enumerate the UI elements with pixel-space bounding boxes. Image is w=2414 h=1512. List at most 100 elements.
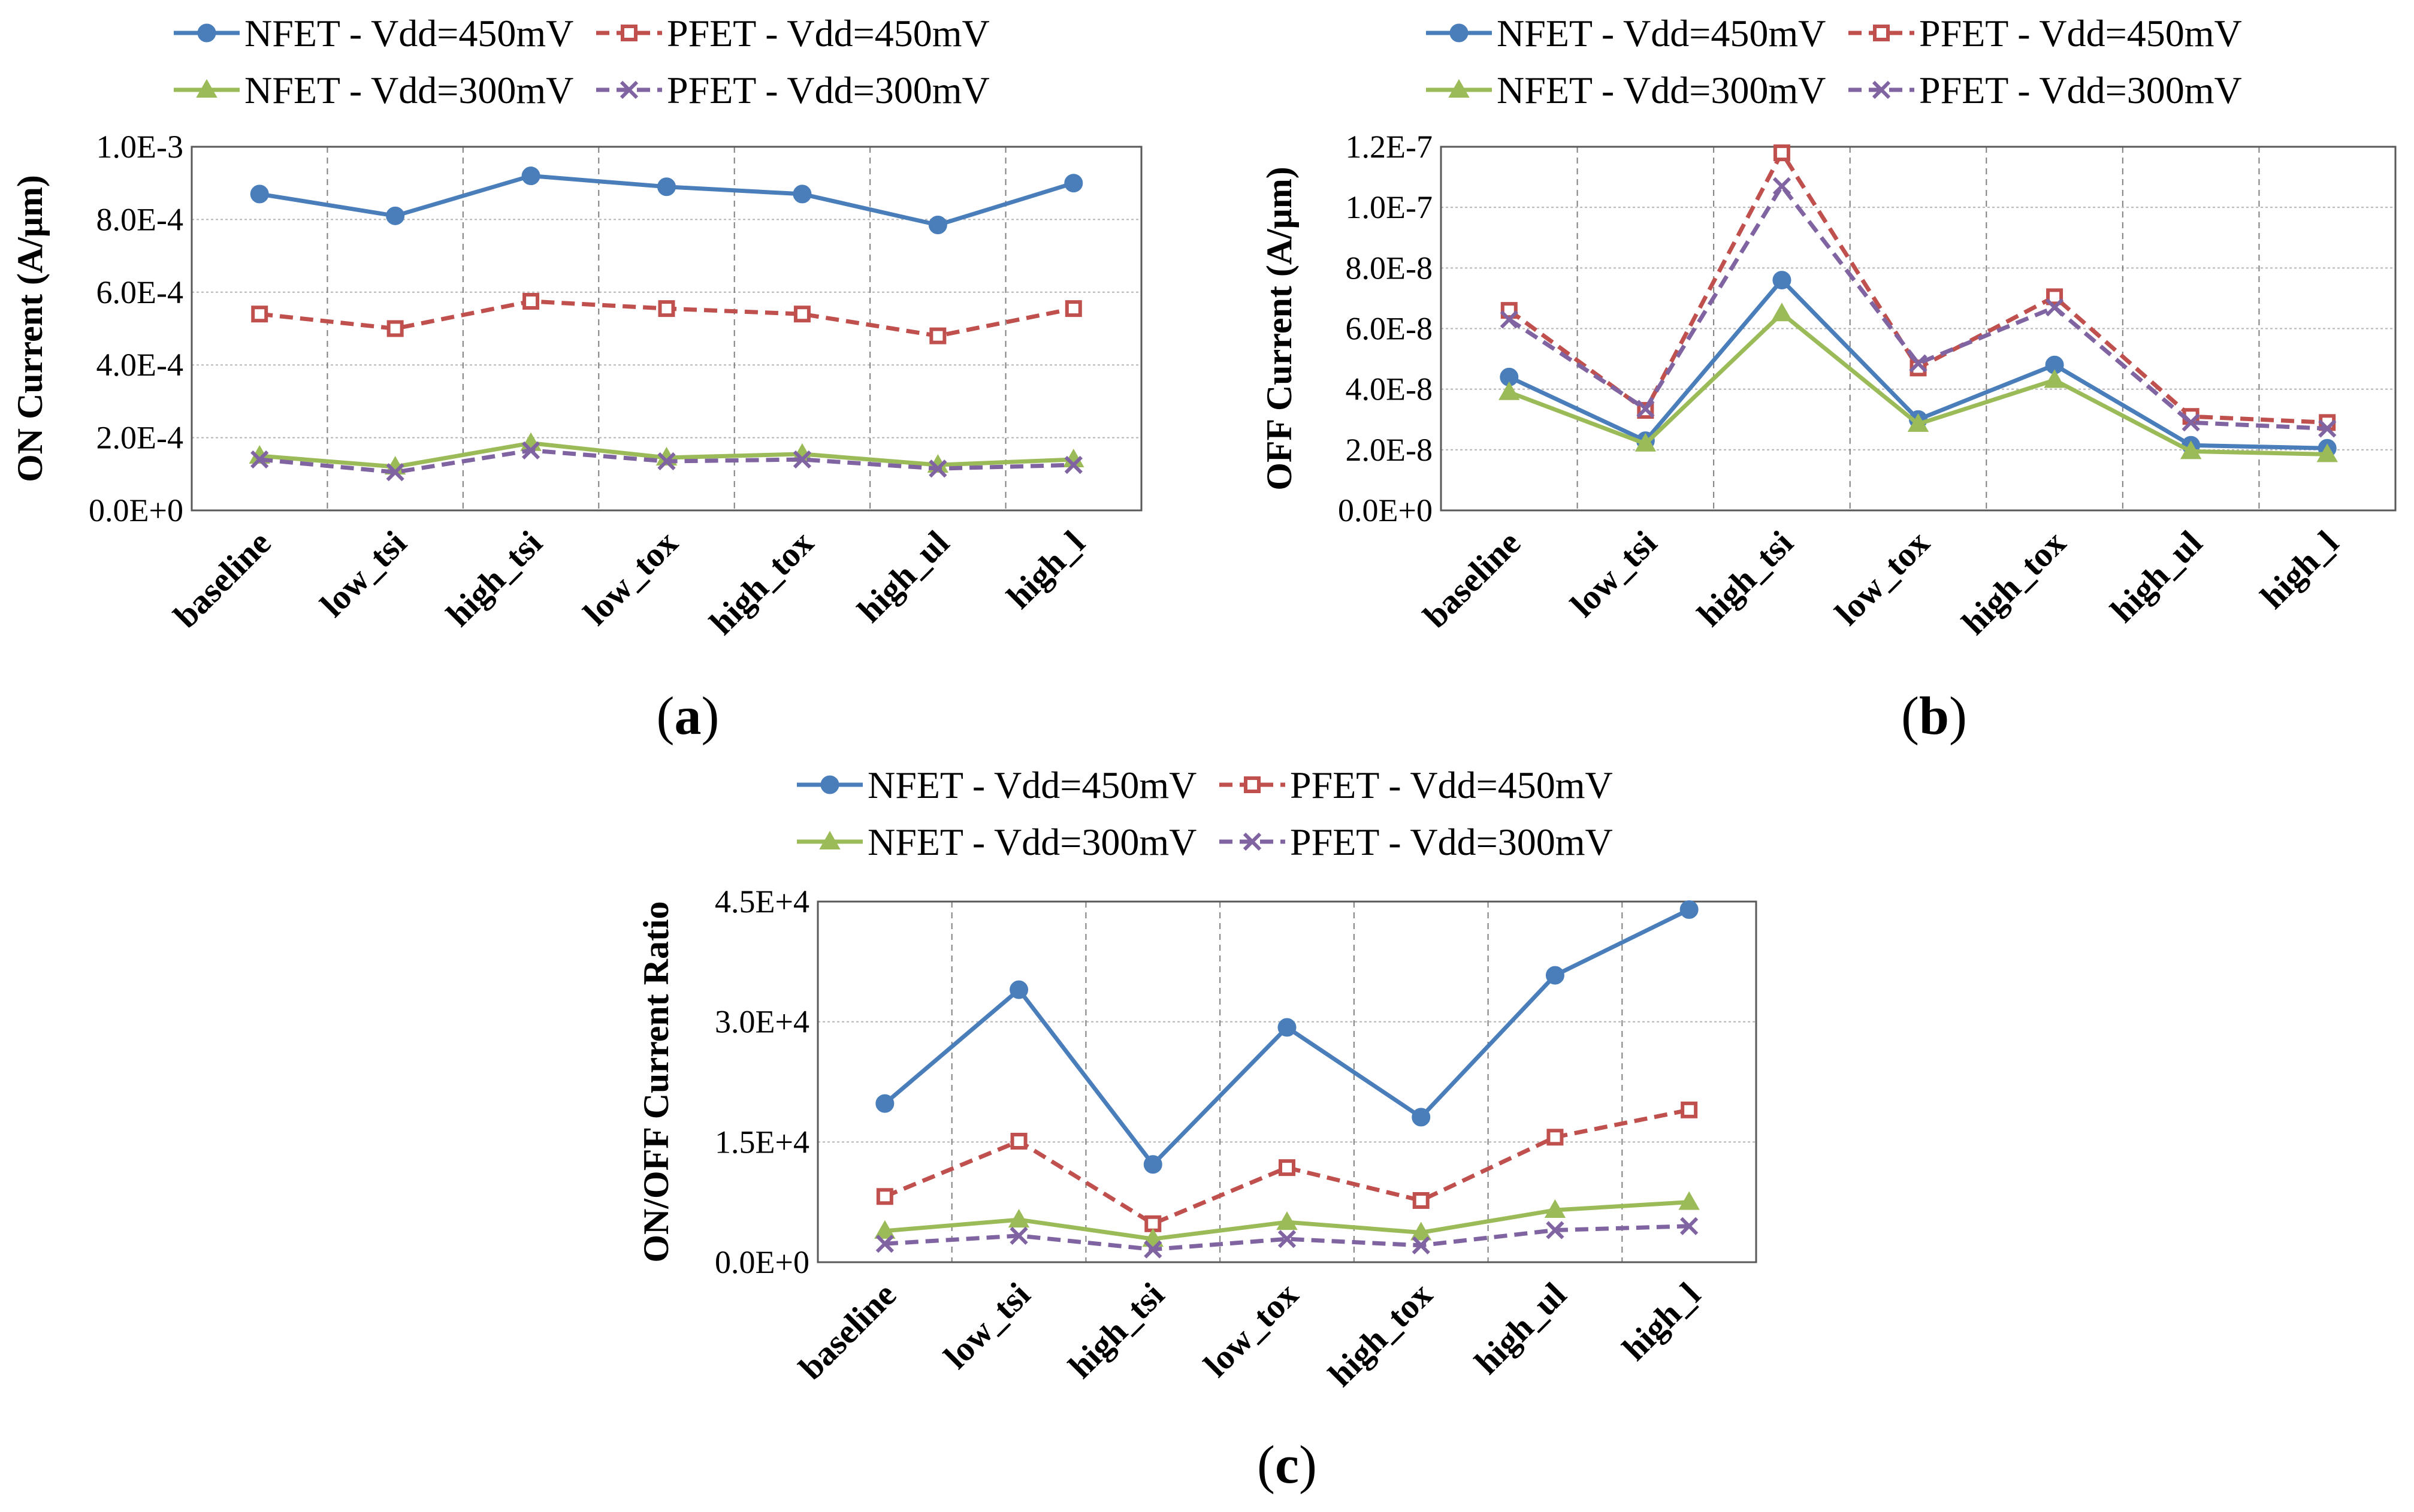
data-point-p300-stroke-b (1412, 1236, 1430, 1255)
legend-label-p300: PFET - Vdd=300mV (1290, 821, 1613, 863)
data-point-p300 (1680, 1217, 1699, 1235)
data-point-n300 (2316, 443, 2338, 462)
data-point-p300-stroke-b (1680, 1217, 1699, 1235)
data-point-p300-stroke-b (521, 441, 540, 459)
data-point-n300 (1544, 1199, 1566, 1218)
data-point-p450 (1546, 1129, 1564, 1146)
legend-marker-p450 (621, 25, 638, 41)
data-point-p300 (521, 441, 540, 459)
data-point-p450 (793, 306, 811, 323)
data-point-p300-stroke-b (875, 1235, 894, 1253)
series-n300 (1498, 303, 2338, 462)
data-point-n450 (1277, 1018, 1297, 1037)
data-point-p450 (1279, 1159, 1295, 1177)
x-tick-label: low_tsi (313, 523, 414, 624)
y-tick-label: 1.2E-7 (1346, 129, 1433, 165)
data-point-n450 (1412, 1108, 1431, 1127)
x-tick-label: high_tox (702, 523, 821, 642)
data-point-p300 (1412, 1236, 1430, 1255)
data-point-p300 (1277, 1230, 1297, 1248)
caption-paren: ) (1949, 687, 1967, 746)
series-n450 (250, 167, 1083, 235)
data-point-n300 (1142, 1228, 1164, 1247)
legend-marker-p300 (1243, 832, 1262, 851)
x-tick-label: low_tox (1827, 523, 1937, 633)
legend-label-n450: NFET - Vdd=450mV (1497, 12, 1826, 55)
data-point-p300 (1546, 1221, 1564, 1239)
series-n300 (874, 1191, 1700, 1247)
data-point-p300-stroke-b (386, 463, 404, 482)
data-point-n450 (521, 167, 540, 186)
legend-marker-p300-stroke-b (1243, 832, 1262, 851)
x-tick-label: low_tsi (936, 1275, 1038, 1376)
data-point-p450 (1065, 300, 1082, 317)
data-point-n450 (793, 185, 812, 204)
legend-label-n300: NFET - Vdd=300mV (1497, 69, 1826, 111)
data-point-p450 (1773, 144, 1790, 162)
data-point-n300 (2044, 369, 2065, 388)
y-tick-label: 8.0E-4 (96, 201, 183, 237)
data-point-p450 (386, 320, 404, 337)
data-point-p300-stroke-b (250, 450, 269, 469)
y-tick-label: 2.0E-8 (1346, 432, 1433, 468)
data-point-p300-stroke-b (1772, 177, 1791, 195)
y-tick-label: 0.0E+0 (1338, 492, 1433, 528)
data-point-n300 (2180, 440, 2202, 459)
y-tick-label: 1.0E-7 (1346, 189, 1433, 225)
data-point-n450 (386, 206, 405, 225)
data-point-p300-stroke-b (1277, 1230, 1297, 1248)
x-tick-label: high_tsi (1690, 523, 1800, 634)
legend-item-n450: NFET - Vdd=450mV (174, 12, 573, 55)
x-tick-label: high_ul (1467, 1275, 1573, 1381)
legend-label-n300: NFET - Vdd=300mV (244, 69, 573, 111)
y-tick-label: 0.0E+0 (715, 1244, 809, 1280)
series-p450 (1500, 144, 2336, 431)
legend: NFET - Vdd=450mV PFET - Vdd=450mV NFET - V… (797, 764, 1613, 863)
data-point-p300 (929, 459, 947, 478)
legend-marker-p450 (1873, 25, 1890, 41)
series-p450 (251, 292, 1082, 344)
series-line-p450 (1507, 150, 2328, 425)
data-point-p300-stroke-b (657, 452, 676, 471)
data-point-p450 (251, 306, 268, 323)
legend-marker-p450 (1244, 776, 1261, 793)
data-point-p450 (1010, 1132, 1028, 1150)
data-point-p300 (875, 1235, 894, 1253)
series-p450 (876, 1101, 1698, 1232)
x-tick-label: high_l (1615, 1275, 1708, 1368)
x-tick-label: high_tox (1321, 1275, 1440, 1394)
series-n450 (875, 900, 1699, 1174)
legend-marker-n450 (820, 775, 839, 794)
data-point-n450 (928, 216, 947, 235)
series-p300 (250, 441, 1083, 482)
data-point-n300 (1276, 1211, 1298, 1230)
legend-marker-p300-stroke-b (1872, 80, 1891, 99)
data-point-p450 (1412, 1192, 1430, 1209)
x-tick-label: high_tsi (1061, 1275, 1171, 1386)
chart-b: 0.0E+0 2.0E-8 4.0E-8 6.0E-8 8.0E-8 1.0E-7 1.2E… (1259, 129, 2397, 746)
legend-item-p300: PFET - Vdd=300mV (1219, 821, 1613, 863)
panel-caption: (c) (1257, 1435, 1317, 1495)
x-tick-label: high_ul (2103, 523, 2210, 630)
legend-label-p300: PFET - Vdd=300mV (1919, 69, 2242, 111)
data-point-p300-stroke-b (2318, 419, 2337, 438)
data-point-n450 (1143, 1155, 1162, 1174)
data-point-n450 (657, 177, 676, 196)
caption-paren: ) (702, 687, 720, 746)
data-point-n450 (875, 1094, 895, 1113)
data-point-p300-stroke-b (1546, 1221, 1564, 1239)
x-tick-label: high_tsi (439, 523, 549, 634)
data-point-p450 (658, 300, 675, 317)
data-point-p300 (1772, 177, 1791, 195)
x-tick-label: high_l (999, 523, 1092, 616)
data-point-n300 (1410, 1221, 1432, 1241)
x-tick-label: high_tox (1954, 523, 2074, 642)
legend-item-p450: PFET - Vdd=450mV (596, 12, 990, 55)
data-point-p450 (876, 1188, 893, 1205)
series-p300 (1500, 177, 2337, 438)
caption-letter: a (675, 687, 702, 746)
data-point-n450 (1064, 174, 1083, 193)
caption-paren: ) (1299, 1435, 1317, 1495)
y-tick-label: 4.0E-4 (96, 347, 183, 383)
